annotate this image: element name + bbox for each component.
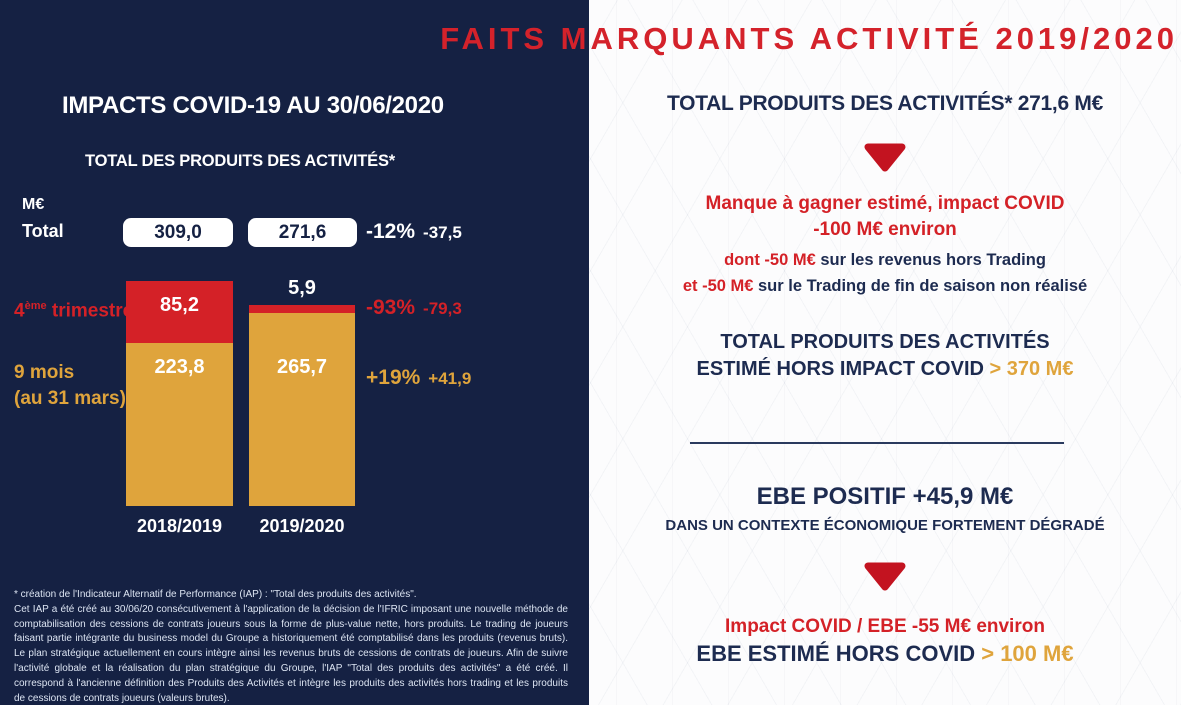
total-value-2019-box: 271,6 bbox=[248, 218, 357, 247]
ebe-contexte-subheading: DANS UN CONTEXTE ÉCONOMIQUE FORTEMENT DÉ… bbox=[665, 517, 1105, 534]
footnote: * création de l'Indicateur Alternatif de… bbox=[14, 588, 568, 705]
q4-delta: -93% -79,3 bbox=[366, 296, 462, 320]
q4-label-rest: trimestre bbox=[46, 300, 134, 322]
x-axis-label-2018-2019: 2018/2019 bbox=[136, 516, 223, 536]
bar-segment-9-mois bbox=[126, 343, 233, 506]
q4-delta-pct: -93% bbox=[366, 296, 416, 319]
detail1-text: sur les revenus hors Trading bbox=[815, 251, 1046, 269]
ninemois-delta-abs: +41,9 bbox=[428, 369, 472, 388]
total-value-2018: 309,0 bbox=[154, 221, 202, 243]
chart-unit-label: M€ bbox=[22, 196, 45, 213]
x-axis-label-2019-2020: 2019/2020 bbox=[259, 516, 345, 536]
stacked-bar-2018-2019 bbox=[126, 281, 233, 506]
footnote-paragraph: Cet IAP a été créé au 30/06/20 consécuti… bbox=[14, 603, 568, 704]
manque-a-gagner-line1: Manque à gagner estimé, impact COVID bbox=[705, 193, 1065, 214]
estime-hors-covid-line2: ESTIMÉ HORS IMPACT COVID > 370 M€ bbox=[589, 358, 1181, 381]
footnote-line1: * création de l'Indicateur Alternatif de… bbox=[14, 589, 417, 600]
total-delta-abs: -37,5 bbox=[423, 223, 462, 242]
total-value-2018-box: 309,0 bbox=[123, 218, 233, 247]
q4-label-base: 4 bbox=[14, 300, 25, 322]
panel-title: IMPACTS COVID-19 AU 30/06/2020 bbox=[62, 92, 444, 119]
total-produits-heading: TOTAL PRODUITS DES ACTIVITÉS* 271,6 M€ bbox=[667, 92, 1103, 115]
chart-title: TOTAL DES PRODUITS DES ACTIVITÉS* bbox=[85, 152, 395, 170]
s2-gold-value: > 370 M€ bbox=[989, 358, 1074, 380]
q4-value-2018: 85,2 bbox=[160, 294, 199, 316]
detail1-amount: dont -50 M€ bbox=[724, 251, 816, 269]
ninemois-delta-pct: +19% bbox=[366, 366, 421, 389]
q4-value-2019: 5,9 bbox=[288, 277, 316, 299]
detail2-amount: et -50 M€ bbox=[682, 277, 754, 295]
down-arrow-icon bbox=[589, 143, 1181, 173]
ninemois-row-label: 9 mois (au 31 mars) bbox=[14, 360, 126, 412]
detail-trading-fin-saison: et -50 M€ sur le Trading de fin de saiso… bbox=[589, 277, 1181, 296]
ebe-positif-heading: EBE POSITIF +45,9 M€ bbox=[756, 483, 1014, 510]
detail-revenus-hors-trading: dont -50 M€ sur les revenus hors Trading bbox=[589, 251, 1181, 270]
total-row-label: Total bbox=[22, 221, 64, 241]
s4-gold-value: > 100 M€ bbox=[981, 641, 1074, 666]
bar-segment-9-mois bbox=[249, 313, 355, 506]
estime-hors-covid-line1: TOTAL PRODUITS DES ACTIVITÉS bbox=[720, 331, 1050, 353]
ninemois-value-2019: 265,7 bbox=[276, 356, 328, 378]
ninemois-value-2018: 223,8 bbox=[154, 356, 205, 378]
total-delta: -12% -37,5 bbox=[366, 220, 462, 244]
q4-row-label: 4ème trimestre bbox=[14, 300, 133, 322]
total-delta-pct: -12% bbox=[366, 220, 416, 243]
total-value-2019: 271,6 bbox=[278, 221, 327, 243]
down-arrow-icon bbox=[589, 562, 1181, 592]
bar-segment-q4-trimestre bbox=[249, 305, 355, 313]
s2-navy-text: ESTIMÉ HORS IMPACT COVID bbox=[696, 358, 990, 380]
ninemois-delta: +19% +41,9 bbox=[366, 366, 471, 390]
detail2-text: sur le Trading de fin de saison non réal… bbox=[753, 277, 1088, 295]
stacked-bar-2019-2020 bbox=[249, 305, 355, 506]
ninemois-label-line1: 9 mois bbox=[14, 362, 75, 383]
ninemois-label-line2: (au 31 mars) bbox=[14, 388, 126, 409]
s4-navy-text: EBE ESTIMÉ HORS COVID bbox=[696, 641, 982, 666]
bar-segment-q4-trimestre bbox=[126, 281, 233, 343]
impact-covid-ebe-line: Impact COVID / EBE -55 M€ environ bbox=[725, 616, 1045, 637]
section-divider bbox=[690, 442, 1064, 444]
slide-title: FAITS MARQUANTS ACTIVITÉ 2019/2020 bbox=[440, 21, 1178, 56]
manque-a-gagner-line2: -100 M€ environ bbox=[813, 219, 957, 240]
q4-delta-abs: -79,3 bbox=[423, 299, 462, 318]
covid-impact-panel: IMPACTS COVID-19 AU 30/06/2020 TOTAL DES… bbox=[0, 0, 589, 705]
ebe-estime-hors-covid-line: EBE ESTIMÉ HORS COVID > 100 M€ bbox=[589, 641, 1181, 667]
q4-label-sup: ème bbox=[24, 300, 47, 312]
